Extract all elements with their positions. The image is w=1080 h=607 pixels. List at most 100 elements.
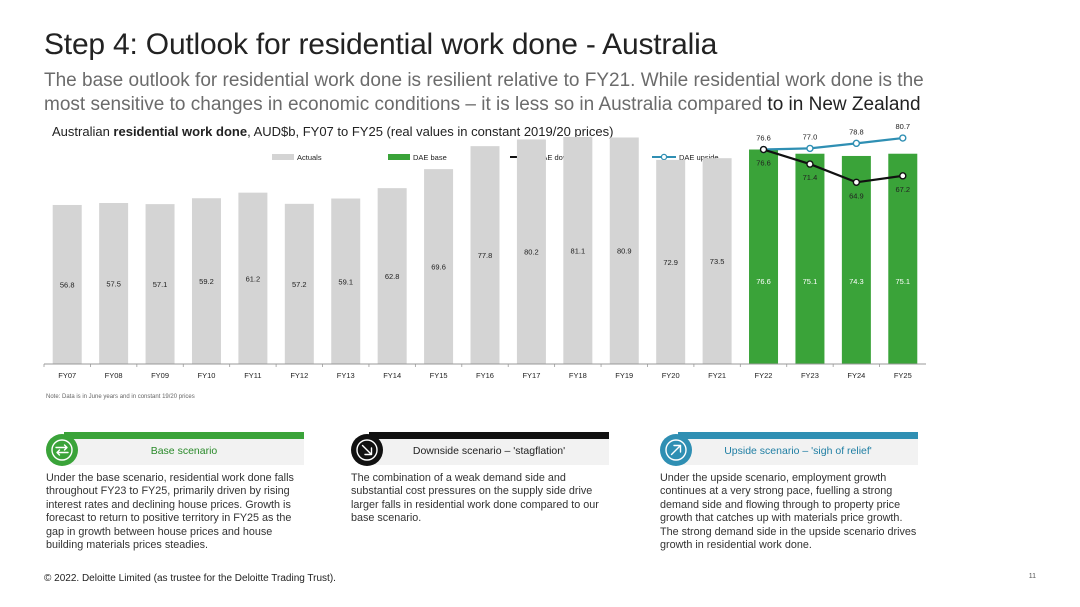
- bar-value-label-fy12: 57.2: [292, 280, 307, 289]
- x-tick-label-fy25: FY25: [894, 371, 912, 380]
- subtitle-line-1: The base outlook for residential work do…: [44, 70, 924, 91]
- bar-value-label-fy09: 57.1: [153, 280, 168, 289]
- actual-bar-fy10: [191, 198, 221, 364]
- actual-bar-fy19: [609, 137, 639, 364]
- page-title: Step 4: Outlook for residential work don…: [44, 28, 718, 61]
- legend-label-dae-upside: DAE upside: [679, 153, 719, 162]
- bar-value-label-fy22: 76.6: [756, 277, 771, 286]
- x-tick-label-fy22: FY22: [755, 371, 773, 380]
- x-tick-label-fy15: FY15: [430, 371, 448, 380]
- actual-bar-fy21: [702, 158, 732, 364]
- downside-marker-fy22: [759, 145, 768, 154]
- legend-label-dae-downside: DAE downside: [537, 153, 586, 162]
- bar-value-label-fy11: 61.2: [246, 274, 261, 283]
- x-tick-label-fy23: FY23: [801, 371, 819, 380]
- base-bar-fy23: [795, 153, 825, 364]
- bar-value-label-fy13: 59.1: [338, 277, 353, 286]
- x-tick-label-fy21: FY21: [708, 371, 726, 380]
- downside-scenario-text: The combination of a weak demand side an…: [351, 472, 599, 525]
- downside-scenario-header: Downside scenario – 'stagflation': [369, 439, 609, 465]
- x-tick-label-fy20: FY20: [662, 371, 680, 380]
- bar-value-label-fy10: 59.2: [199, 277, 214, 286]
- legend-swatch-dae-base: [388, 154, 410, 160]
- actual-bar-fy12: [284, 203, 314, 364]
- arrows-exchange-icon: [46, 434, 78, 466]
- x-tick-label-fy10: FY10: [198, 371, 216, 380]
- actual-bar-fy20: [656, 159, 686, 364]
- upside-value-label-fy25: 80.7: [895, 122, 910, 131]
- legend-swatch-actuals: [272, 154, 294, 160]
- x-tick-label-fy14: FY14: [383, 371, 401, 380]
- base-bar-fy24: [841, 155, 871, 364]
- upside-scenario-accent-bar: [678, 432, 918, 439]
- base-scenario-card: Base scenario Under the base scenario, r…: [44, 432, 304, 568]
- subtitle-line-2: most sensitive to changes in economic co…: [44, 94, 921, 116]
- upside-scenario-header: Upside scenario – 'sigh of relief': [678, 439, 918, 465]
- legend-label-actuals: Actuals: [297, 153, 322, 162]
- x-tick-label-fy16: FY16: [476, 371, 494, 380]
- chart-caption-suffix: , AUD$b, FY07 to FY25 (real values in co…: [247, 124, 614, 139]
- subtitle-line-2-part-a: most sensitive to changes in economic co…: [44, 94, 763, 115]
- upside-line: [763, 136, 903, 151]
- bar-value-label-fy25: 75.1: [895, 277, 910, 286]
- bar-value-label-fy21: 73.5: [710, 257, 725, 266]
- downside-value-label-fy22: 76.6: [756, 159, 771, 168]
- bar-value-label-fy07: 56.8: [60, 280, 75, 289]
- bar-value-label-fy19: 80.9: [617, 247, 632, 256]
- base-scenario-header: Base scenario: [64, 439, 304, 465]
- actual-bar-fy08: [99, 203, 129, 364]
- base-bar-fy25: [888, 153, 918, 364]
- legend-marker-dae-upside: [660, 153, 668, 161]
- actual-bar-fy15: [424, 169, 454, 364]
- downside-value-label-fy23: 71.4: [803, 173, 818, 182]
- actual-bar-fy17: [516, 139, 546, 364]
- base-scenario-text: Under the base scenario, residential wor…: [46, 472, 294, 552]
- bar-value-label-fy20: 72.9: [663, 258, 678, 267]
- downside-marker-fy23: [806, 160, 814, 168]
- upside-value-label-fy22: 76.6: [756, 134, 771, 143]
- bar-value-label-fy16: 77.8: [478, 251, 493, 260]
- page-number: 11: [1028, 573, 1036, 580]
- x-tick-label-fy18: FY18: [569, 371, 587, 380]
- bar-value-label-fy14: 62.8: [385, 272, 400, 281]
- arrow-down-right-icon: [351, 434, 383, 466]
- x-tick-label-fy11: FY11: [244, 371, 261, 380]
- subtitle-line-2-part-b: to in New Zealand: [767, 94, 921, 115]
- x-tick-label-fy12: FY12: [290, 371, 308, 380]
- downside-marker-fy24: [852, 178, 861, 186]
- bar-value-label-fy24: 74.3: [849, 277, 864, 286]
- x-tick-label-fy24: FY24: [847, 371, 865, 380]
- upside-marker-fy23: [806, 144, 814, 153]
- residential-work-done-chart: Actuals DAE base DAE downside DAE upside 56.…: [43, 122, 926, 380]
- upside-scenario-card: Upside scenario – 'sigh of relief' Under…: [658, 432, 918, 568]
- x-tick-label-fy19: FY19: [615, 371, 633, 380]
- x-tick-label-fy07: FY07: [58, 371, 76, 380]
- footer-copyright: © 2022. Deloitte Limited (as trustee for…: [44, 573, 336, 584]
- x-tick-label-fy08: FY08: [105, 371, 123, 380]
- bar-value-label-fy08: 57.5: [106, 280, 121, 289]
- arrow-up-right-icon: [660, 434, 692, 466]
- x-tick-label-fy09: FY09: [151, 371, 169, 380]
- actual-bar-fy11: [238, 192, 268, 364]
- base-scenario-title: Base scenario: [150, 445, 218, 457]
- downside-value-label-fy25: 67.2: [895, 185, 910, 194]
- downside-scenario-card: Downside scenario – 'stagflation' The co…: [349, 432, 609, 568]
- upside-scenario-text: Under the upside scenario, employment gr…: [660, 472, 917, 552]
- bar-value-label-fy18: 81.1: [571, 246, 586, 255]
- legend-label-dae-base: DAE base: [413, 153, 447, 162]
- actual-bar-fy13: [331, 198, 361, 364]
- actual-bar-fy09: [145, 204, 175, 364]
- actual-bar-fy07: [52, 204, 82, 364]
- x-tick-label-fy17: FY17: [522, 371, 540, 380]
- downside-marker-fy25: [899, 172, 907, 180]
- upside-marker-fy24: [852, 139, 861, 148]
- chart-caption: Australian residential work done, AUD$b,…: [52, 124, 613, 139]
- upside-value-label-fy23: 77.0: [803, 132, 818, 141]
- x-tick-label-fy13: FY13: [337, 371, 355, 380]
- actual-bar-fy18: [563, 136, 593, 364]
- downside-scenario-title: Downside scenario – 'stagflation': [412, 445, 566, 457]
- upside-scenario-title: Upside scenario – 'sigh of relief': [724, 445, 872, 457]
- actual-bar-fy14: [377, 188, 407, 364]
- bar-value-label-fy17: 80.2: [524, 248, 539, 257]
- chart-caption-bold: residential work done: [113, 124, 248, 139]
